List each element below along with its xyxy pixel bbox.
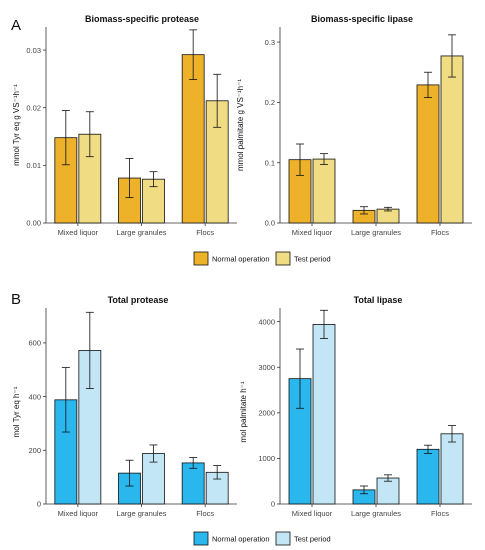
y-tick-label: 0.00 [26, 219, 41, 228]
plot-area: 0.0 0.1 0.2 0.3 Mixed liquor Large granules Fl… [265, 27, 472, 237]
legend-label-test-period: Test period [294, 535, 331, 544]
chart-title: Total lipase [354, 295, 403, 305]
x-tick-label: Large granules [116, 509, 166, 518]
x-tick-label: Mixed liquor [58, 228, 99, 237]
x-tick-label: Large granules [116, 228, 166, 237]
x-tick-label: Mixed liquor [58, 509, 99, 518]
chart-total-lipase: Total lipase mol palmitate h⁻¹ 0 1000 2000… [239, 295, 472, 518]
plot-area: 0.00 0.01 0.02 0.03 Mixed liquor Large granul… [26, 27, 237, 237]
bar [416, 448, 440, 505]
legend-b: Normal operation Test period [193, 531, 331, 546]
x-tick-label: Flocs [431, 509, 449, 518]
bar [181, 54, 205, 224]
chart-biomass-specific-lipase: Biomass-specific lipase mmol palmitate g… [236, 14, 472, 237]
plot-area: 0 200 400 600 Mixed liquor Large granules Floc… [28, 308, 237, 518]
y-tick-label: 0 [37, 500, 41, 509]
chart-title: Biomass-specific lipase [311, 14, 413, 24]
legend-a: Normal operation Test period [193, 251, 331, 266]
bar [312, 324, 336, 505]
legend-swatch-normal-operation [193, 251, 209, 266]
bar [376, 477, 400, 505]
bar [312, 158, 336, 224]
legend-label-test-period: Test period [294, 255, 331, 264]
y-tick-label: 0.03 [26, 46, 41, 55]
legend-swatch-test-period [275, 531, 291, 546]
y-axis-label: mol Tyr eq h⁻¹ [12, 386, 21, 437]
y-axis-label: mmol Tyr eq g VS⁻¹h⁻¹ [12, 84, 21, 166]
legend-label-normal-operation: Normal operation [212, 255, 270, 264]
x-tick-label: Mixed liquor [292, 509, 333, 518]
bar [416, 84, 440, 224]
plot-area: 0 1000 2000 3000 4000 Mixed liquor Large granu… [258, 308, 472, 518]
bar [181, 462, 205, 505]
y-axis-label: mmol palmitate g VS⁻¹h⁻¹ [236, 79, 245, 171]
chart-total-protease: Total protease mol Tyr eq h⁻¹ 0 200 400 600… [12, 295, 237, 518]
legend-swatch-test-period [275, 251, 291, 266]
bar [440, 55, 464, 224]
y-tick-label: 200 [28, 446, 41, 455]
x-tick-label: Flocs [196, 228, 214, 237]
x-tick-label: Mixed liquor [292, 228, 333, 237]
x-tick-label: Flocs [196, 509, 214, 518]
y-tick-label: 1000 [258, 454, 275, 463]
y-tick-label: 0 [271, 500, 275, 509]
bar [440, 433, 464, 505]
y-tick-label: 4000 [258, 317, 275, 326]
x-tick-label: Large granules [351, 228, 401, 237]
y-tick-label: 0.01 [26, 161, 41, 170]
y-tick-label: 400 [28, 392, 41, 401]
chart-title: Biomass-specific protease [85, 14, 199, 24]
chart-biomass-specific-protease: Biomass-specific protease mmol Tyr eq g … [12, 14, 237, 237]
legend-swatch-normal-operation [193, 531, 209, 546]
panel-label-a: A [11, 17, 21, 34]
y-tick-label: 3000 [258, 363, 275, 372]
y-tick-label: 0.1 [265, 158, 275, 167]
y-tick-label: 2000 [258, 409, 275, 418]
y-tick-label: 0.2 [265, 98, 275, 107]
y-tick-label: 600 [28, 339, 41, 348]
chart-title: Total protease [108, 295, 169, 305]
x-tick-label: Large granules [351, 509, 401, 518]
y-axis-label: mol palmitate h⁻¹ [239, 381, 248, 442]
y-tick-label: 0.0 [265, 219, 275, 228]
y-tick-label: 0.3 [265, 38, 275, 47]
legend-label-normal-operation: Normal operation [212, 535, 270, 544]
y-tick-label: 0.02 [26, 103, 41, 112]
x-tick-label: Flocs [431, 228, 449, 237]
panel-label-b: B [11, 291, 21, 308]
